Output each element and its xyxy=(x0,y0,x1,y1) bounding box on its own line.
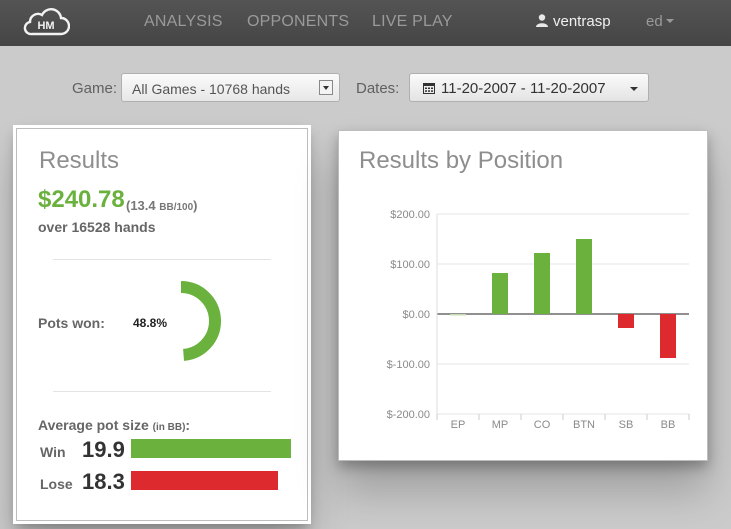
lose-label: Lose xyxy=(40,476,73,492)
lose-bar xyxy=(131,471,279,490)
win-bar xyxy=(131,439,291,458)
hands-count: over 16528 hands xyxy=(38,219,156,235)
chart-title: Results by Position xyxy=(359,147,564,174)
user-icon xyxy=(536,14,548,27)
y-tick-label: $-100.00 xyxy=(387,359,430,371)
bar-ep xyxy=(450,314,466,316)
nav-analysis[interactable]: ANALYSIS xyxy=(144,13,223,30)
x-tick-label: BTN xyxy=(573,419,595,431)
caret-down-icon xyxy=(630,87,638,91)
win-label: Win xyxy=(40,444,66,460)
avg-pot-unit: (in BB) xyxy=(152,422,186,433)
x-tick-label: CO xyxy=(534,419,551,431)
logo-text: HM xyxy=(37,20,54,32)
nav-live-play[interactable]: LIVE PLAY xyxy=(372,13,453,30)
date-range-value: 11-20-2007 - 11-20-2007 xyxy=(441,80,606,97)
divider xyxy=(53,391,271,392)
avg-pot-label: Average pot size (in BB): xyxy=(38,417,190,433)
pots-won-arc xyxy=(180,281,221,361)
bar-co xyxy=(534,253,550,314)
pots-won-label: Pots won: xyxy=(38,315,105,331)
bb-per-100-close: ) xyxy=(193,198,198,213)
x-tick-label: SB xyxy=(619,419,634,431)
bar-mp xyxy=(492,273,508,314)
y-tick-label: $100.00 xyxy=(390,259,430,271)
results-by-position-card: Results by Position $200.00 $100.00 $0.00 $… xyxy=(338,130,708,461)
hm-logo[interactable]: HM xyxy=(22,7,70,37)
bb-per-100: (13.4 BB/100) xyxy=(126,198,198,213)
nav-opponents[interactable]: OPPONENTS xyxy=(247,13,350,30)
dates-label: Dates: xyxy=(356,80,400,97)
caret-down-icon xyxy=(665,19,674,23)
game-select-value: All Games - 10768 hands xyxy=(132,81,290,97)
dropdown-arrow-icon[interactable] xyxy=(319,80,333,95)
pots-won-donut xyxy=(180,281,221,361)
bb-per-100-unit: BB/100 xyxy=(159,202,194,213)
x-tick-label: MP xyxy=(492,419,509,431)
user-menu[interactable]: ventrasp xyxy=(536,13,611,30)
avg-pot-colon: : xyxy=(185,417,191,433)
account-menu-label: ed xyxy=(646,13,663,30)
y-tick-label: $200.00 xyxy=(390,209,430,221)
avg-pot-label-text: Average pot size xyxy=(38,417,153,433)
x-tick-label: EP xyxy=(451,419,466,431)
y-tick-label: $0.00 xyxy=(402,309,430,321)
bar-bb xyxy=(660,314,676,358)
results-title: Results xyxy=(39,147,120,174)
y-tick-label: $-200.00 xyxy=(387,409,430,421)
x-tick-label: BB xyxy=(661,419,676,431)
account-menu[interactable]: ed xyxy=(646,13,674,30)
user-name: ventrasp xyxy=(553,13,611,30)
bar-sb xyxy=(618,314,634,328)
position-bar-chart: $200.00 $100.00 $0.00 $-100.00 $-200.00 EP MP C… xyxy=(387,209,690,431)
bar-btn xyxy=(576,239,592,314)
game-label: Game: xyxy=(72,80,118,97)
results-card: Results $240.78 (13.4 BB/100) over 16528… xyxy=(16,128,308,521)
calendar-icon xyxy=(423,83,435,94)
date-range-picker[interactable]: 11-20-2007 - 11-20-2007 xyxy=(409,73,649,102)
divider xyxy=(53,259,271,260)
top-nav: HM ANALYSIS OPPONENTS LIVE PLAY ventrasp… xyxy=(0,0,731,46)
game-select[interactable]: All Games - 10768 hands xyxy=(121,73,340,102)
bb-per-100-value: (13.4 xyxy=(126,198,160,213)
lose-value: 18.3 xyxy=(82,469,125,494)
pots-won-value: 48.8% xyxy=(133,316,168,330)
win-value: 19.9 xyxy=(82,437,125,462)
profit-amount: $240.78 xyxy=(38,186,125,213)
